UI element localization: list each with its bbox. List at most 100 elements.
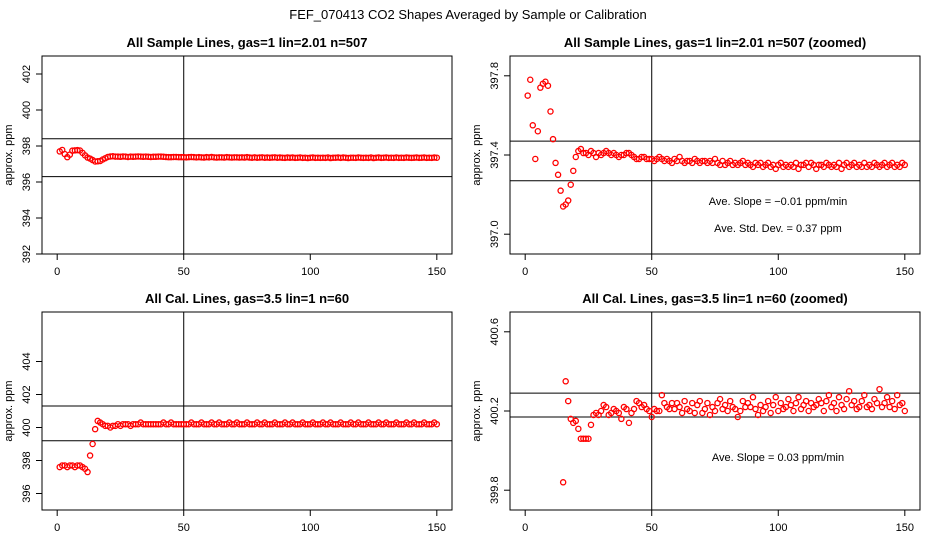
data-point xyxy=(585,435,592,442)
data-point xyxy=(856,403,863,411)
data-point xyxy=(597,407,605,415)
data-point xyxy=(891,405,898,413)
data-point xyxy=(764,397,772,405)
panel-title: All Cal. Lines, gas=3.5 lin=1 n=60 (zoom… xyxy=(582,291,848,306)
data-point xyxy=(899,399,906,407)
data-point xyxy=(795,393,802,401)
panel-4: All Cal. Lines, gas=3.5 lin=1 n=60 (zoom… xyxy=(471,291,921,534)
y-axis-label: approx. ppm xyxy=(3,380,15,441)
data-point xyxy=(805,407,812,415)
data-point xyxy=(678,409,686,417)
y-tick-label: 397.0 xyxy=(489,220,501,248)
y-axis-label: approx. ppm xyxy=(471,124,483,185)
data-point xyxy=(893,391,901,399)
data-point xyxy=(861,391,868,399)
data-point xyxy=(754,411,762,419)
data-point xyxy=(752,405,759,413)
y-axis-label: approx. ppm xyxy=(471,380,483,441)
data-point xyxy=(792,399,800,407)
panel-3: All Cal. Lines, gas=3.5 lin=1 n=60 0 50 100… xyxy=(3,291,453,534)
data-point xyxy=(845,387,853,395)
data-point xyxy=(706,411,714,419)
data-point xyxy=(767,409,774,417)
data-point xyxy=(658,391,666,399)
data-point xyxy=(559,479,567,486)
data-point xyxy=(734,413,742,421)
y-tick-label: 402 xyxy=(21,65,33,83)
data-point xyxy=(785,395,792,403)
data-point xyxy=(704,399,711,407)
x-tick-label: 0 xyxy=(522,522,528,534)
data-point xyxy=(823,397,830,405)
data-point xyxy=(433,154,441,161)
data-point xyxy=(625,419,633,427)
x-tick-label: 0 xyxy=(54,522,60,534)
data-point xyxy=(901,407,909,415)
data-point xyxy=(876,385,883,393)
x-tick-label: 100 xyxy=(769,266,787,278)
data-point xyxy=(618,415,625,423)
data-point xyxy=(572,153,580,161)
data-point xyxy=(873,399,881,407)
data-point xyxy=(868,405,876,413)
data-point xyxy=(564,197,572,204)
annotation: Ave. Slope = 0.03 ppm/min xyxy=(712,452,844,464)
x-tick-label: 150 xyxy=(428,522,446,534)
data-point xyxy=(888,397,896,405)
data-point xyxy=(552,159,559,167)
y-tick-label: 392 xyxy=(21,245,33,263)
data-point xyxy=(529,122,537,129)
panel-title: All Cal. Lines, gas=3.5 lin=1 n=60 xyxy=(145,291,349,306)
data-point xyxy=(716,395,724,403)
x-tick-label: 150 xyxy=(428,266,446,278)
data-point xyxy=(691,409,699,417)
data-point xyxy=(726,397,734,405)
y-tick-label: 397.4 xyxy=(489,141,501,169)
y-tick-label: 404 xyxy=(21,352,33,370)
panel-2: All Sample Lines, gas=1 lin=2.01 n=507 (… xyxy=(471,35,921,278)
x-tick-label: 0 xyxy=(54,266,60,278)
y-tick-label: 402 xyxy=(21,385,33,403)
data-point xyxy=(830,399,838,407)
data-point xyxy=(653,407,661,415)
x-tick-label: 0 xyxy=(522,266,528,278)
data-point xyxy=(433,420,441,428)
data-point xyxy=(737,407,744,415)
data-point xyxy=(762,403,769,411)
annotation: Ave. Slope = −0.01 ppm/min xyxy=(709,196,848,208)
y-tick-label: 400.2 xyxy=(489,397,501,425)
data-point xyxy=(89,440,96,448)
panel-1: All Sample Lines, gas=1 lin=2.01 n=507 0 5… xyxy=(3,35,453,278)
data-point xyxy=(567,181,574,188)
data-point xyxy=(843,395,850,403)
x-tick-label: 50 xyxy=(646,266,658,278)
data-point xyxy=(777,399,785,407)
data-point xyxy=(582,435,590,442)
data-point xyxy=(696,397,704,405)
data-point xyxy=(656,407,663,415)
panel-title: All Sample Lines, gas=1 lin=2.01 n=507 xyxy=(127,35,368,50)
y-tick-label: 400 xyxy=(21,418,33,436)
x-tick-label: 100 xyxy=(769,522,787,534)
y-tick-label: 394 xyxy=(21,209,33,227)
data-point xyxy=(850,397,858,405)
data-point xyxy=(562,378,569,385)
y-tick-label: 397.8 xyxy=(489,62,501,90)
data-point xyxy=(557,187,564,194)
data-point xyxy=(820,407,828,415)
data-point xyxy=(721,401,729,409)
data-point xyxy=(881,399,888,407)
data-point xyxy=(623,405,630,413)
data-point xyxy=(769,401,777,409)
data-point xyxy=(526,76,534,84)
y-tick-label: 400 xyxy=(21,101,33,119)
data-point xyxy=(74,146,81,154)
data-point xyxy=(648,413,655,421)
data-point xyxy=(602,403,610,411)
y-tick-label: 396 xyxy=(21,173,33,191)
y-tick-label: 398 xyxy=(21,451,33,469)
data-point xyxy=(749,393,757,401)
data-point xyxy=(676,403,683,411)
data-point xyxy=(615,409,623,417)
x-tick-label: 50 xyxy=(178,266,190,278)
